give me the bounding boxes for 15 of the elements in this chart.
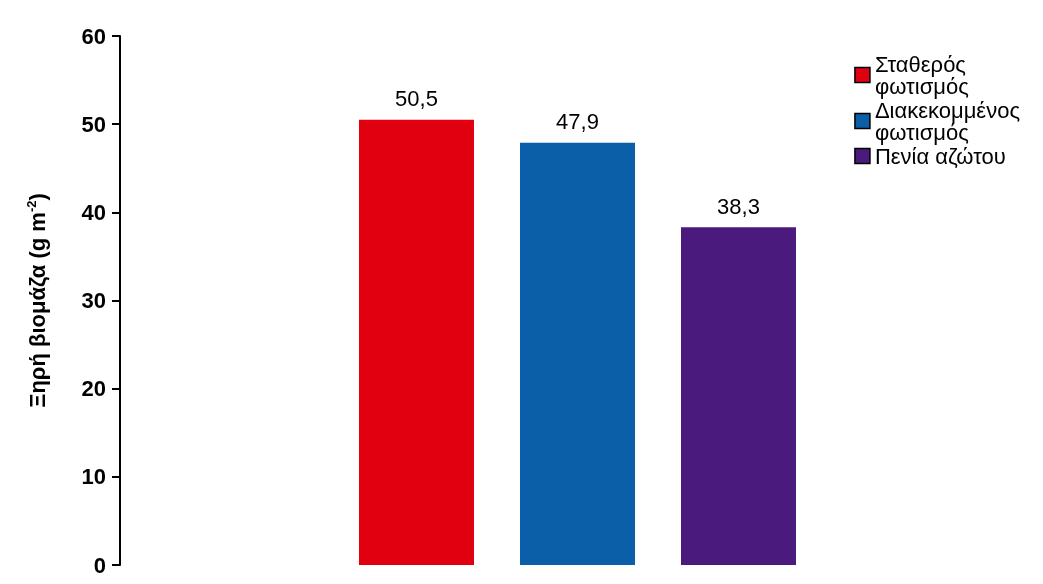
data-label: 38,3 — [717, 193, 760, 219]
y-tick-label: 0 — [93, 552, 106, 578]
y-tick-label: 60 — [81, 23, 106, 49]
legend-label: Σταθερός φωτισμός — [874, 51, 969, 99]
y-tick-label: 50 — [81, 111, 106, 137]
data-label: 50,5 — [395, 86, 438, 112]
bar — [520, 142, 635, 565]
y-tick-label: 30 — [81, 288, 106, 313]
y-tick-label: 10 — [81, 464, 106, 490]
y-tick-label: 20 — [81, 376, 106, 402]
bar — [681, 227, 796, 565]
y-tick-label: 40 — [81, 199, 106, 225]
data-label: 47,9 — [556, 109, 599, 135]
y-axis-title: Ξηρή βιομάζα (g m-2) — [24, 193, 50, 408]
bar — [359, 119, 474, 565]
